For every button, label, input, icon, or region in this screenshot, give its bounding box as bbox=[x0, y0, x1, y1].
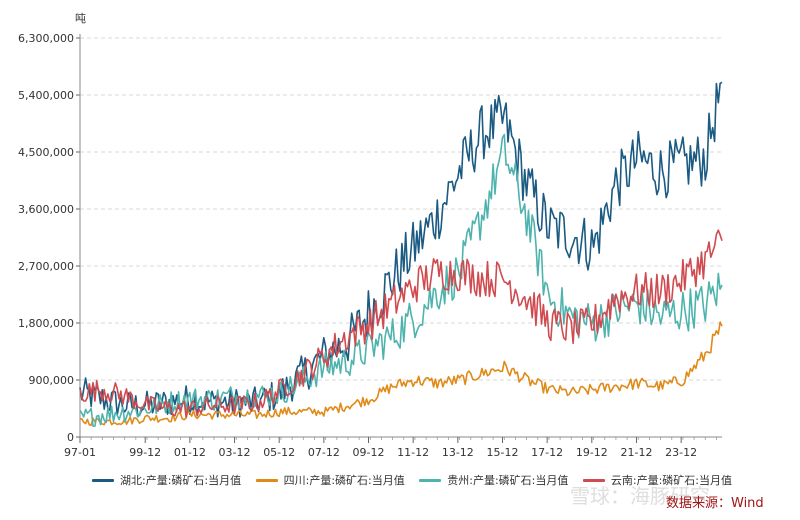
y-tick-label: 2,700,000 bbox=[18, 260, 74, 273]
x-tick-label: 13-12 bbox=[442, 446, 474, 459]
x-tick-label: 15-12 bbox=[487, 446, 519, 459]
gridlines bbox=[80, 37, 722, 381]
legend-label-guizhou: 贵州:产量:磷矿石:当月值 bbox=[447, 474, 569, 487]
legend-label-hubei: 湖北:产量:磷矿石:当月值 bbox=[120, 474, 242, 487]
series-line-yunnan bbox=[79, 229, 723, 418]
legend-item-guizhou[interactable]: 贵州:产量:磷矿石:当月值 bbox=[419, 472, 568, 488]
y-tick-label: 900,000 bbox=[29, 374, 75, 387]
y-tick-label: 6,300,000 bbox=[18, 32, 74, 45]
x-tick-label: 19-12 bbox=[576, 446, 608, 459]
y-tick-label: 3,600,000 bbox=[18, 203, 74, 216]
legend-label-sichuan: 四川:产量:磷矿石:当月值 bbox=[283, 474, 405, 487]
legend-item-sichuan[interactable]: 四川:产量:磷矿石:当月值 bbox=[255, 472, 405, 488]
source-note: 数据来源：Wind bbox=[666, 496, 764, 511]
legend: 湖北:产量:磷矿石:当月值 四川:产量:磷矿石:当月值 贵州:产量:磷矿石:当月… bbox=[92, 470, 732, 490]
legend-label-yunnan: 云南:产量:磷矿石:当月值 bbox=[610, 474, 732, 487]
y-unit-label: 吨 bbox=[75, 12, 86, 25]
x-tick-label: 21-12 bbox=[620, 446, 652, 459]
x-tick-label: 07-12 bbox=[308, 446, 340, 459]
x-tick-label: 05-12 bbox=[263, 446, 295, 459]
x-tick-label: 17-12 bbox=[531, 446, 563, 459]
legend-swatch-hubei bbox=[92, 478, 114, 482]
y-tick-label: 5,400,000 bbox=[18, 89, 74, 102]
x-tick-label: 97-01 bbox=[64, 446, 96, 459]
x-tick-label: 03-12 bbox=[219, 446, 251, 459]
y-axis-ticks: 6,300,000 5,400,000 4,500,000 3,600,000 2,70… bbox=[18, 32, 81, 444]
legend-item-hubei[interactable]: 湖北:产量:磷矿石:当月值 bbox=[92, 472, 241, 488]
x-tick-label: 23-12 bbox=[665, 446, 697, 459]
x-tick-label: 99-12 bbox=[129, 446, 161, 459]
legend-swatch-guizhou bbox=[419, 478, 442, 482]
x-tick-label: 11-12 bbox=[397, 446, 429, 459]
x-tick-label: 01-12 bbox=[174, 446, 206, 459]
x-tick-label: 09-12 bbox=[353, 446, 385, 459]
y-tick-label: 4,500,000 bbox=[18, 146, 74, 159]
y-tick-label: 0 bbox=[67, 431, 74, 444]
series-lines bbox=[79, 81, 723, 427]
x-axis: 97-01 99-12 01-12 03-12 05-12 07-12 09-12 11-12… bbox=[64, 436, 722, 459]
legend-item-yunnan[interactable]: 云南:产量:磷矿石:当月值 bbox=[582, 472, 732, 488]
series-line-hubei bbox=[79, 81, 723, 418]
y-tick-label: 1,800,000 bbox=[18, 317, 74, 330]
legend-swatch-yunnan bbox=[582, 478, 605, 482]
legend-swatch-sichuan bbox=[255, 478, 278, 482]
